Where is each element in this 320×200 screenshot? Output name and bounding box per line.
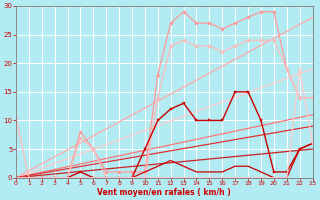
X-axis label: Vent moyen/en rafales ( km/h ): Vent moyen/en rafales ( km/h )	[97, 188, 231, 197]
